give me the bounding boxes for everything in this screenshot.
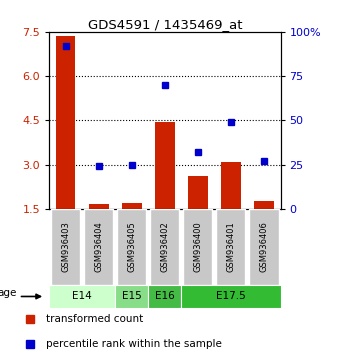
Bar [115, 285, 148, 308]
Bar [51, 209, 80, 285]
Text: GSM936400: GSM936400 [193, 222, 202, 272]
Bar [56, 36, 75, 209]
Bar [117, 209, 146, 285]
Bar [89, 205, 108, 209]
Text: E15: E15 [122, 291, 142, 302]
Text: age: age [0, 288, 17, 298]
Text: percentile rank within the sample: percentile rank within the sample [46, 339, 222, 349]
Text: GSM936403: GSM936403 [61, 222, 70, 272]
Title: GDS4591 / 1435469_at: GDS4591 / 1435469_at [88, 18, 242, 31]
Text: GSM936405: GSM936405 [127, 222, 136, 272]
Bar [254, 201, 274, 209]
Bar [148, 285, 181, 308]
Bar [249, 209, 279, 285]
Bar [150, 209, 179, 285]
Text: GSM936401: GSM936401 [226, 222, 236, 272]
Text: E16: E16 [155, 291, 175, 302]
Text: GSM936402: GSM936402 [160, 222, 169, 272]
Bar [221, 162, 241, 209]
Text: E17.5: E17.5 [216, 291, 246, 302]
Bar [49, 285, 115, 308]
Text: E14: E14 [72, 291, 92, 302]
Bar [122, 203, 142, 209]
Bar [183, 209, 212, 285]
Bar [155, 122, 175, 209]
Bar [216, 209, 245, 285]
Text: transformed count: transformed count [46, 314, 143, 325]
Bar [84, 209, 113, 285]
Bar [181, 285, 281, 308]
Text: GSM936406: GSM936406 [260, 222, 268, 272]
Text: GSM936404: GSM936404 [94, 222, 103, 272]
Bar [188, 176, 208, 209]
